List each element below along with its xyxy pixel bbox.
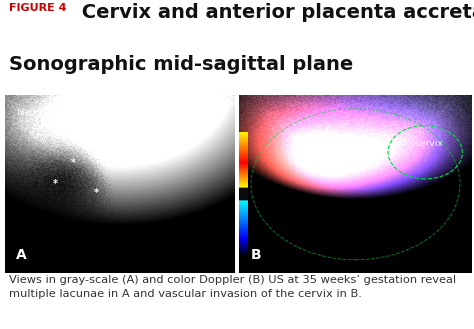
Text: Cervix and anterior placenta accreta:: Cervix and anterior placenta accreta:: [75, 3, 474, 22]
Text: bladder: bladder: [16, 108, 51, 117]
Text: FIGURE 4: FIGURE 4: [9, 3, 67, 13]
Text: Views in gray-scale (A) and color Doppler (B) US at 35 weeks’ gestation reveal
m: Views in gray-scale (A) and color Dopple…: [9, 275, 456, 299]
Text: cervix: cervix: [119, 145, 147, 154]
Text: B: B: [251, 248, 262, 263]
Text: *: *: [71, 158, 76, 168]
Text: Sonographic mid-sagittal plane: Sonographic mid-sagittal plane: [9, 55, 354, 74]
Text: *: *: [113, 163, 118, 173]
Text: *: *: [94, 188, 99, 198]
Text: *: *: [53, 179, 58, 189]
Text: cervix: cervix: [416, 139, 444, 148]
Text: A: A: [16, 248, 27, 263]
